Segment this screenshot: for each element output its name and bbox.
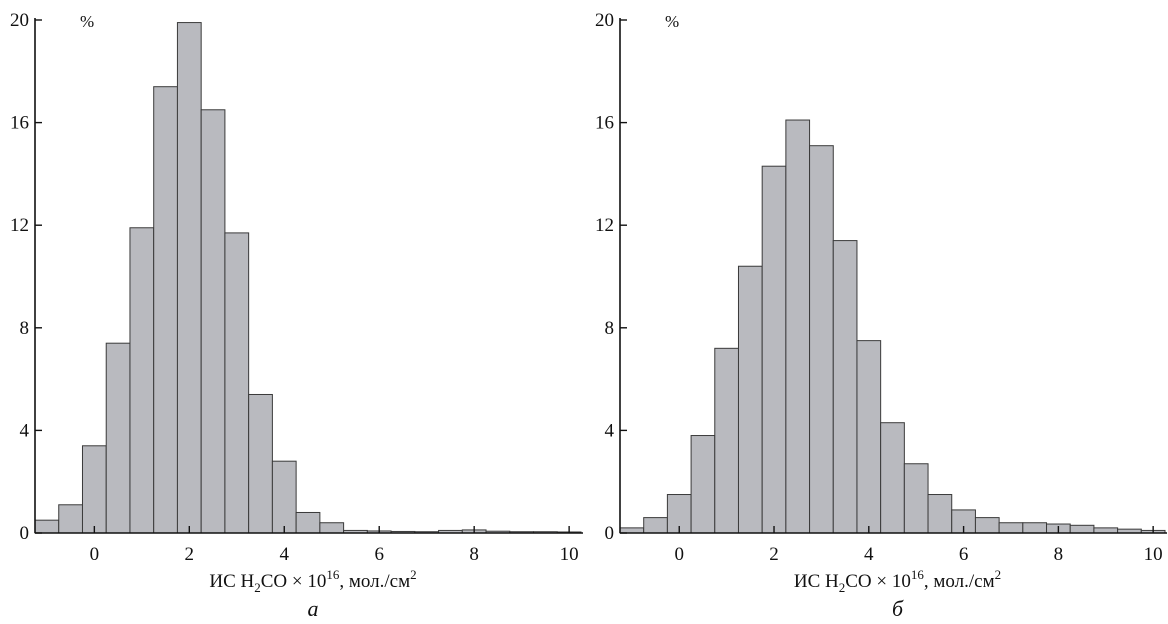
x-tick-label: 8: [469, 544, 479, 565]
x-axis-title-part: 2: [839, 580, 846, 595]
histogram-bar: [927, 494, 953, 534]
histogram-bar: [271, 460, 297, 534]
x-tick-label: 4: [280, 544, 290, 565]
x-axis-title-part: ИС H: [209, 571, 254, 592]
panel-label: а: [308, 596, 319, 621]
x-axis-title-part: , мол./см: [339, 571, 410, 592]
x-tick-label: 8: [1054, 544, 1064, 565]
y-tick-label: 0: [605, 523, 615, 544]
y-unit-label: %: [665, 12, 679, 31]
x-tick-label: 6: [959, 544, 969, 565]
y-tick-label: 4: [20, 420, 30, 441]
histogram-bar: [295, 511, 321, 534]
x-tick-label: 10: [560, 544, 579, 565]
histogram-bar: [58, 504, 83, 534]
histogram-bar: [903, 463, 929, 534]
histogram-bar: [129, 227, 155, 534]
histogram-bar: [714, 347, 739, 534]
histogram-bar: [200, 109, 226, 534]
y-tick-label: 16: [10, 113, 29, 134]
x-axis-title: ИС H2CO × 1016, мол./см2: [794, 567, 1001, 595]
x-tick-label: 0: [90, 544, 100, 565]
x-tick-label: 4: [864, 544, 874, 565]
y-tick-label: 12: [595, 215, 614, 236]
histogram-bar: [176, 22, 202, 534]
histogram-bar: [998, 522, 1024, 534]
histogram-bar: [248, 393, 273, 534]
y-tick-label: 4: [605, 420, 615, 441]
x-axis-title-part: CO × 10: [845, 571, 911, 592]
histogram-bar: [880, 422, 905, 534]
histogram-bar: [34, 519, 60, 534]
histogram-bar: [785, 119, 811, 534]
y-tick-label: 8: [605, 318, 615, 339]
histogram-bar: [809, 145, 834, 534]
x-axis-title-part: , мол./см: [924, 571, 995, 592]
x-axis-title-part: ИС H: [794, 571, 839, 592]
histogram-bar: [1022, 522, 1048, 534]
y-tick-label: 16: [595, 113, 614, 134]
histogram-bar: [643, 517, 668, 534]
x-tick-label: 0: [674, 544, 684, 565]
y-tick-label: 12: [10, 215, 29, 236]
x-tick-label: 2: [769, 544, 779, 565]
y-tick-label: 20: [10, 10, 29, 31]
histogram-bar: [319, 522, 345, 534]
histogram-bar: [153, 86, 178, 534]
panel-label: б: [892, 596, 904, 621]
histogram-bar: [224, 232, 250, 534]
x-tick-label: 2: [185, 544, 195, 565]
histogram-bar: [1069, 524, 1095, 534]
y-unit-label: %: [80, 12, 94, 31]
histogram-bar: [105, 342, 131, 534]
x-axis-title-part: 16: [911, 567, 925, 582]
y-tick-label: 20: [595, 10, 614, 31]
x-axis-title-part: 16: [326, 567, 340, 582]
x-tick-label: 6: [374, 544, 384, 565]
y-tick-label: 0: [20, 523, 30, 544]
x-axis-title-part: CO × 10: [261, 571, 327, 592]
histogram-bar: [81, 445, 107, 534]
histogram-bar: [690, 435, 716, 534]
x-tick-label: 10: [1144, 544, 1163, 565]
histogram-bar: [974, 517, 1000, 534]
x-axis-title-part: 2: [995, 567, 1002, 582]
histogram-bar: [761, 165, 787, 534]
x-axis-title: ИС H2CO × 1016, мол./см2: [209, 567, 416, 595]
y-tick-label: 8: [20, 318, 30, 339]
histogram-bar: [832, 240, 858, 534]
x-axis-title-part: 2: [254, 580, 261, 595]
x-axis-title-part: 2: [410, 567, 417, 582]
histogram-bar: [737, 265, 763, 534]
histogram-bar: [856, 340, 882, 534]
